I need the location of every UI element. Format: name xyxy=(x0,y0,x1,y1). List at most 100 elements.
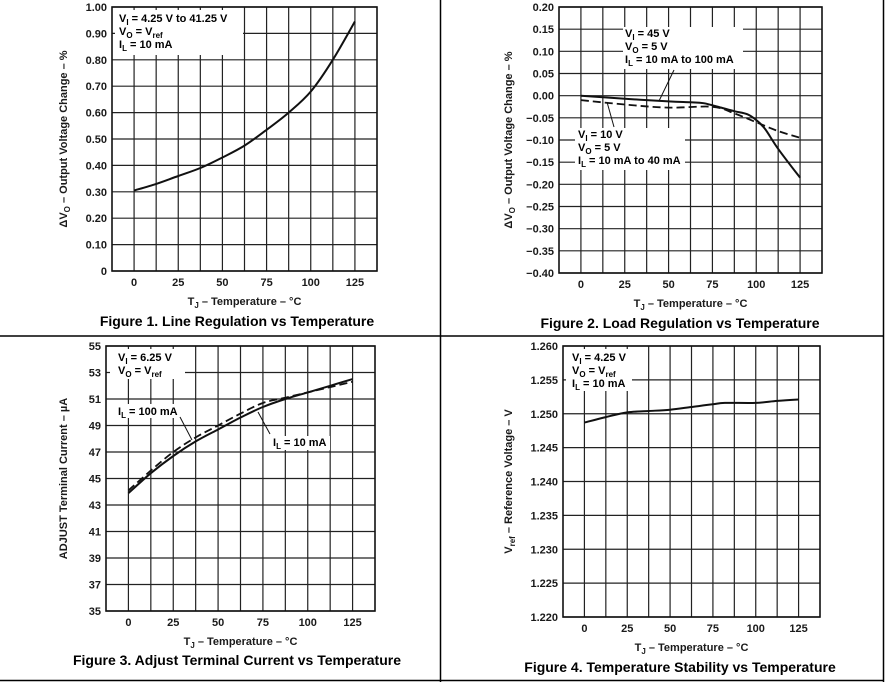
text-run: ΔV xyxy=(503,213,515,229)
y-tick-label: 41 xyxy=(89,527,101,539)
condition-label-series-1: VO = 5 V xyxy=(625,41,668,55)
text-run: = 10 mA xyxy=(127,39,173,51)
text-run: = 6.25 V xyxy=(128,352,173,364)
text-run: I xyxy=(119,39,122,51)
x-tick-label: 0 xyxy=(131,277,137,289)
text-run: – Reference Voltage – V xyxy=(503,409,515,537)
annotation-background xyxy=(566,349,632,391)
text-run: = V xyxy=(586,365,607,377)
subscript: I xyxy=(126,18,128,27)
text-run: – Output Voltage Change – % xyxy=(503,51,515,207)
y-tick-label: 1.235 xyxy=(530,510,558,522)
text-run: V xyxy=(572,352,580,364)
subscript: O xyxy=(508,207,517,213)
x-axis-label: TJ – Temperature – °C xyxy=(184,636,298,650)
text-run: V xyxy=(119,13,127,25)
text-run: I xyxy=(578,155,581,167)
leader-line-series-1 xyxy=(658,69,675,102)
y-tick-label: −0.10 xyxy=(526,135,554,147)
text-run: T xyxy=(635,642,642,654)
text-run: = V xyxy=(133,26,154,38)
condition-label: IL = 10 mA xyxy=(572,378,626,392)
text-run: V xyxy=(118,352,126,364)
chart-line-regulation: 0 25 50 75 100 125 0 0.10 0.20 0.30 0.40 0.50 0.60 0.… xyxy=(58,2,378,329)
x-tick-label: 25 xyxy=(167,617,179,629)
subscript: O xyxy=(126,31,132,40)
text-run: V xyxy=(572,365,580,377)
y-tick-label: 0.15 xyxy=(533,24,554,36)
y-tick-label: 0.20 xyxy=(86,213,107,225)
y-tick-label: 51 xyxy=(89,394,101,406)
text-run: – Output Voltage Change – % xyxy=(58,50,70,206)
condition-label: VO = Vref xyxy=(118,365,162,379)
y-tick-label: 1.245 xyxy=(530,443,558,455)
text-run: V xyxy=(578,129,586,141)
y-tick-label: 0.90 xyxy=(86,28,107,40)
y-tick-label: 1.220 xyxy=(530,612,558,624)
y-tick-label: 0.30 xyxy=(86,187,107,199)
x-tick-label: 125 xyxy=(789,623,807,635)
text-run: I xyxy=(625,54,628,66)
subscript: L xyxy=(575,383,580,392)
x-axis-label: TJ – Temperature – °C xyxy=(188,296,302,310)
y-axis-label: Vref – Reference Voltage – V xyxy=(503,409,517,554)
annotation-background xyxy=(575,128,685,170)
subscript: J xyxy=(194,301,198,310)
text-run: = V xyxy=(132,365,153,377)
y-tick-label: 0.70 xyxy=(86,81,107,93)
subscript: L xyxy=(581,160,586,169)
text-run: – Temperature – °C xyxy=(645,298,748,310)
text-run: – Temperature – °C xyxy=(646,642,749,654)
y-tick-label: 1.225 xyxy=(530,578,558,590)
annotation-background xyxy=(115,10,243,55)
subscript: I xyxy=(632,33,634,42)
x-tick-label: 0 xyxy=(125,617,131,629)
condition-label: VI = 4.25 V xyxy=(572,352,627,366)
subscript: L xyxy=(122,44,127,53)
plot-frame xyxy=(111,6,378,272)
subscript: J xyxy=(640,303,644,312)
y-tick-label: 39 xyxy=(89,553,101,565)
y-tick-label: 49 xyxy=(89,421,101,433)
text-run: = 45 V xyxy=(635,28,671,40)
series-line-1 xyxy=(580,94,801,179)
y-tick-label: 0.80 xyxy=(86,55,107,67)
y-tick-label: 0.40 xyxy=(86,160,107,172)
text-run: V xyxy=(119,26,127,38)
text-run: T xyxy=(184,636,191,648)
subscript: ref xyxy=(508,536,517,547)
subscript: O xyxy=(579,370,585,379)
y-tick-label: −0.40 xyxy=(526,268,554,280)
x-tick-label: 75 xyxy=(257,617,269,629)
x-tick-label: 75 xyxy=(706,279,718,291)
condition-label-series-1: IL = 10 mA to 100 mA xyxy=(625,54,734,68)
y-tick-label: 35 xyxy=(89,606,101,618)
y-tick-label: 0.10 xyxy=(86,240,107,252)
series-line-1 xyxy=(133,20,356,192)
text-run: = 10 mA to 40 mA xyxy=(586,155,681,167)
condition-label-series-2: IL = 10 mA to 40 mA xyxy=(578,155,681,169)
x-tick-label: 50 xyxy=(216,277,228,289)
y-tick-label: 0.05 xyxy=(533,69,554,81)
y-tick-label: 53 xyxy=(89,368,101,380)
text-run: I xyxy=(572,378,575,390)
x-tick-label: 50 xyxy=(664,623,676,635)
subscript: I xyxy=(579,357,581,366)
condition-label-series-1: VI = 45 V xyxy=(625,28,670,42)
plot-frame xyxy=(562,345,821,618)
chart-temperature-stability: 0 25 50 75 100 125 1.220 1.225 1.230 1.235 1.240 1.… xyxy=(503,341,836,675)
text-run: = 10 mA xyxy=(281,437,327,449)
y-tick-label: 45 xyxy=(89,474,101,486)
subscript: O xyxy=(585,147,591,156)
x-tick-label: 25 xyxy=(619,279,631,291)
series-line-1 xyxy=(584,398,799,424)
y-axis-label: ADJUST Terminal Current – µA xyxy=(58,398,70,559)
text-run: I xyxy=(273,437,276,449)
x-tick-label: 0 xyxy=(578,279,584,291)
x-tick-label: 100 xyxy=(302,277,320,289)
figure-caption: Figure 2. Load Regulation vs Temperature xyxy=(540,315,819,331)
condition-label: VO = Vref xyxy=(572,365,616,379)
y-tick-label: 1.250 xyxy=(530,409,558,421)
text-run: = 100 mA xyxy=(126,406,178,418)
annotation-background xyxy=(110,349,185,379)
